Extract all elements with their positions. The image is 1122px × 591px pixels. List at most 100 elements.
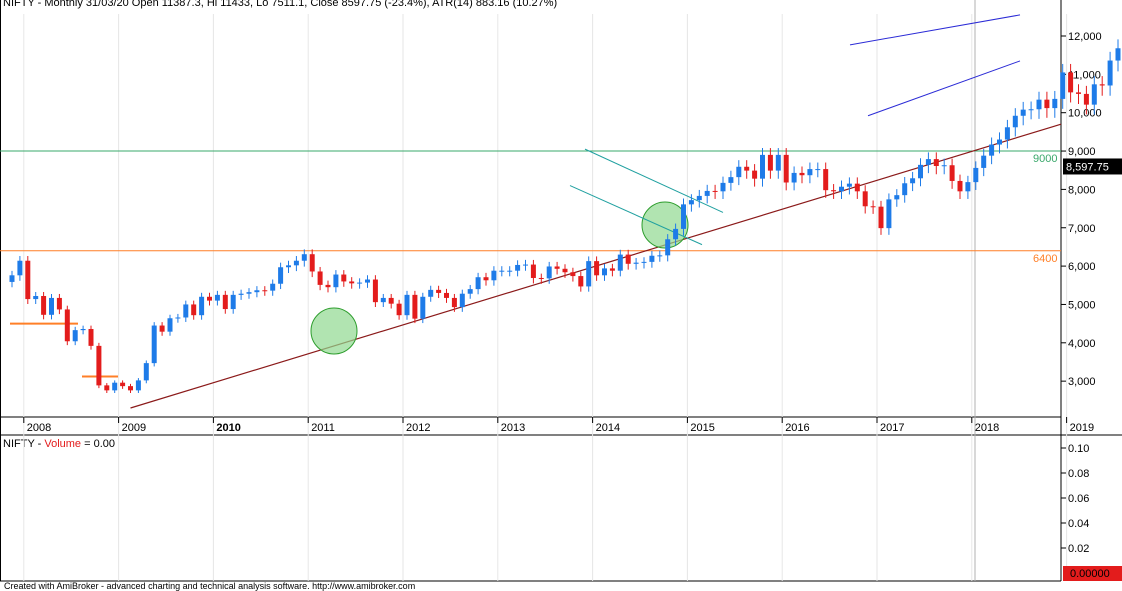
candle-body[interactable]	[396, 303, 402, 316]
candle-body[interactable]	[309, 254, 315, 272]
candle-body[interactable]	[617, 254, 623, 271]
candle-body[interactable]	[665, 239, 671, 256]
candle-body[interactable]	[1036, 99, 1042, 110]
candle-body[interactable]	[80, 328, 86, 331]
candle-body[interactable]	[230, 294, 236, 310]
candle-body[interactable]	[17, 260, 23, 276]
candle-body[interactable]	[191, 304, 197, 316]
candle-body[interactable]	[530, 264, 536, 278]
candle-body[interactable]	[388, 297, 394, 304]
candle-body[interactable]	[594, 261, 600, 276]
candle-body[interactable]	[365, 279, 370, 283]
candle-body[interactable]	[957, 180, 963, 192]
candle-body[interactable]	[120, 382, 126, 387]
candle-body[interactable]	[775, 154, 781, 171]
candle-body[interactable]	[933, 159, 939, 167]
candle-body[interactable]	[341, 274, 347, 282]
candle-body[interactable]	[151, 325, 157, 364]
candle-body[interactable]	[902, 183, 908, 196]
candle-body[interactable]	[96, 345, 102, 386]
candle-body[interactable]	[238, 293, 244, 295]
candle-body[interactable]	[696, 195, 702, 201]
candle-body[interactable]	[586, 261, 592, 287]
candle-body[interactable]	[1083, 93, 1089, 105]
candle-body[interactable]	[444, 292, 449, 298]
candle-body[interactable]	[791, 172, 797, 183]
candle-body[interactable]	[467, 289, 473, 294]
candle-body[interactable]	[167, 318, 173, 332]
candle-body[interactable]	[767, 154, 773, 171]
candle-body[interactable]	[25, 260, 31, 300]
candle-body[interactable]	[965, 182, 971, 192]
candle-body[interactable]	[9, 275, 15, 282]
candle-body[interactable]	[807, 169, 813, 176]
candle-body[interactable]	[491, 270, 497, 281]
candle-body[interactable]	[286, 265, 291, 268]
candle-body[interactable]	[143, 363, 149, 381]
candle-body[interactable]	[878, 206, 884, 229]
candle-body[interactable]	[783, 154, 789, 183]
candle-body[interactable]	[625, 254, 631, 264]
candle-body[interactable]	[523, 264, 528, 266]
candle-body[interactable]	[175, 317, 181, 319]
candle-body[interactable]	[88, 328, 94, 346]
candle-body[interactable]	[1107, 60, 1113, 86]
candle-body[interactable]	[1060, 72, 1066, 99]
candle-body[interactable]	[1099, 84, 1105, 86]
candle-body[interactable]	[404, 294, 410, 316]
candle-body[interactable]	[657, 255, 663, 257]
candle-body[interactable]	[1115, 48, 1121, 61]
candle-body[interactable]	[681, 204, 686, 229]
candle-body[interactable]	[475, 277, 481, 290]
candle-body[interactable]	[799, 172, 805, 176]
candle-body[interactable]	[159, 325, 165, 332]
candle-body[interactable]	[293, 260, 299, 266]
candle-body[interactable]	[712, 190, 718, 192]
candle-body[interactable]	[649, 255, 655, 262]
candle-body[interactable]	[894, 195, 900, 200]
candle-body[interactable]	[1044, 99, 1050, 109]
candle-body[interactable]	[997, 139, 1002, 145]
candle-body[interactable]	[949, 165, 955, 181]
candle-body[interactable]	[1028, 109, 1034, 111]
candle-body[interactable]	[64, 309, 70, 342]
candle-body[interactable]	[317, 271, 323, 285]
candle-body[interactable]	[507, 270, 513, 272]
candle-body[interactable]	[570, 272, 576, 277]
candle-body[interactable]	[823, 169, 829, 191]
candle-body[interactable]	[420, 296, 426, 319]
candle-body[interactable]	[941, 165, 947, 167]
candle-body[interactable]	[704, 190, 710, 196]
candle-body[interactable]	[483, 277, 489, 281]
candle-body[interactable]	[459, 293, 465, 308]
candle-body[interactable]	[301, 254, 307, 261]
candle-body[interactable]	[262, 290, 268, 292]
candle-body[interactable]	[918, 164, 923, 179]
candle-body[interactable]	[546, 266, 552, 279]
candle-body[interactable]	[815, 169, 821, 171]
candle-body[interactable]	[412, 294, 418, 319]
candle-body[interactable]	[33, 296, 39, 300]
candle-body[interactable]	[854, 183, 860, 192]
candle-body[interactable]	[1076, 92, 1081, 94]
candle-body[interactable]	[451, 297, 457, 308]
candle-body[interactable]	[688, 200, 694, 205]
candle-body[interactable]	[578, 276, 584, 287]
candle-body[interactable]	[246, 292, 252, 294]
candle-body[interactable]	[989, 144, 995, 156]
candle-body[interactable]	[973, 167, 979, 183]
candle-body[interactable]	[254, 290, 260, 293]
candle-body[interactable]	[1068, 72, 1074, 93]
candle-body[interactable]	[641, 261, 647, 263]
candle-body[interactable]	[760, 154, 765, 179]
candle-body[interactable]	[104, 385, 110, 391]
candle-body[interactable]	[925, 159, 931, 165]
candle-body[interactable]	[207, 296, 212, 301]
candle-body[interactable]	[183, 304, 189, 318]
candle-body[interactable]	[744, 166, 750, 171]
candle-body[interactable]	[609, 268, 615, 271]
candle-body[interactable]	[135, 380, 141, 391]
candle-body[interactable]	[728, 177, 734, 183]
candle-body[interactable]	[846, 183, 852, 187]
candle-body[interactable]	[349, 281, 355, 284]
